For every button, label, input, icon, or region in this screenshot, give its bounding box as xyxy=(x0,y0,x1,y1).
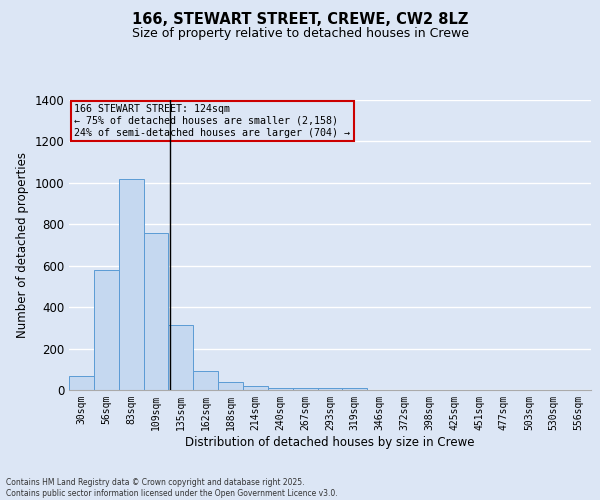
Bar xyxy=(317,388,343,390)
Bar xyxy=(143,232,169,390)
Text: Contains HM Land Registry data © Crown copyright and database right 2025.
Contai: Contains HM Land Registry data © Crown c… xyxy=(6,478,338,498)
Bar xyxy=(243,386,268,390)
X-axis label: Distribution of detached houses by size in Crewe: Distribution of detached houses by size … xyxy=(185,436,475,448)
Bar xyxy=(343,388,367,390)
Text: Size of property relative to detached houses in Crewe: Size of property relative to detached ho… xyxy=(131,28,469,40)
Bar xyxy=(193,372,218,390)
Y-axis label: Number of detached properties: Number of detached properties xyxy=(16,152,29,338)
Bar xyxy=(69,376,94,390)
Bar xyxy=(119,178,143,390)
Bar xyxy=(293,388,317,390)
Text: 166, STEWART STREET, CREWE, CW2 8LZ: 166, STEWART STREET, CREWE, CW2 8LZ xyxy=(132,12,468,28)
Bar xyxy=(169,325,193,390)
Bar xyxy=(218,382,243,390)
Text: 166 STEWART STREET: 124sqm
← 75% of detached houses are smaller (2,158)
24% of s: 166 STEWART STREET: 124sqm ← 75% of deta… xyxy=(74,104,350,138)
Bar xyxy=(94,270,119,390)
Bar xyxy=(268,388,293,390)
